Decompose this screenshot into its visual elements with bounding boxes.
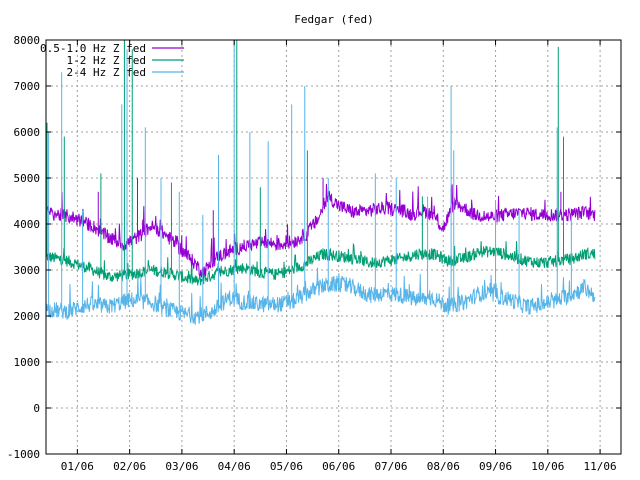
legend-label: 0.5-1.0 Hz Z fed <box>40 42 146 55</box>
y-tick-label: 4000 <box>14 218 41 231</box>
x-tick-label: 09/06 <box>479 460 512 473</box>
chart-title: Fedgar (fed) <box>294 13 373 26</box>
y-tick-label: 6000 <box>14 126 41 139</box>
legend-label: 1-2 Hz Z fed <box>67 54 146 67</box>
x-tick-label: 04/06 <box>218 460 251 473</box>
y-tick-label: 8000 <box>14 34 41 47</box>
x-tick-label: 10/06 <box>531 460 564 473</box>
x-tick-label: 08/06 <box>427 460 460 473</box>
y-tick-label: 0 <box>33 402 40 415</box>
x-tick-label: 05/06 <box>270 460 303 473</box>
legend-label: 2-4 Hz Z fed <box>67 66 146 79</box>
x-tick-label: 06/06 <box>322 460 355 473</box>
grid-lines <box>46 40 621 454</box>
x-tick-label: 02/06 <box>113 460 146 473</box>
y-tick-label: 2000 <box>14 310 41 323</box>
series-line <box>46 241 596 286</box>
y-tick-label: 3000 <box>14 264 41 277</box>
x-axis: 01/06 02/06 03/06 04/06 05/06 06/06 07/06 08/06… <box>61 40 617 473</box>
y-tick-label: 1000 <box>14 356 41 369</box>
y-tick-label: 5000 <box>14 172 41 185</box>
plot-area <box>46 40 596 326</box>
series-line <box>46 267 596 326</box>
y-tick-label: 7000 <box>14 80 41 93</box>
y-tick-label: -1000 <box>7 448 40 461</box>
plot-frame <box>45 39 622 455</box>
y-axis: -1000 0 1000 2000 3000 4000 5000 6000 7000 8000 <box>7 34 621 461</box>
x-tick-label: 11/06 <box>584 460 617 473</box>
x-tick-label: 03/06 <box>165 460 198 473</box>
x-tick-label: 07/06 <box>374 460 407 473</box>
x-tick-label: 01/06 <box>61 460 94 473</box>
